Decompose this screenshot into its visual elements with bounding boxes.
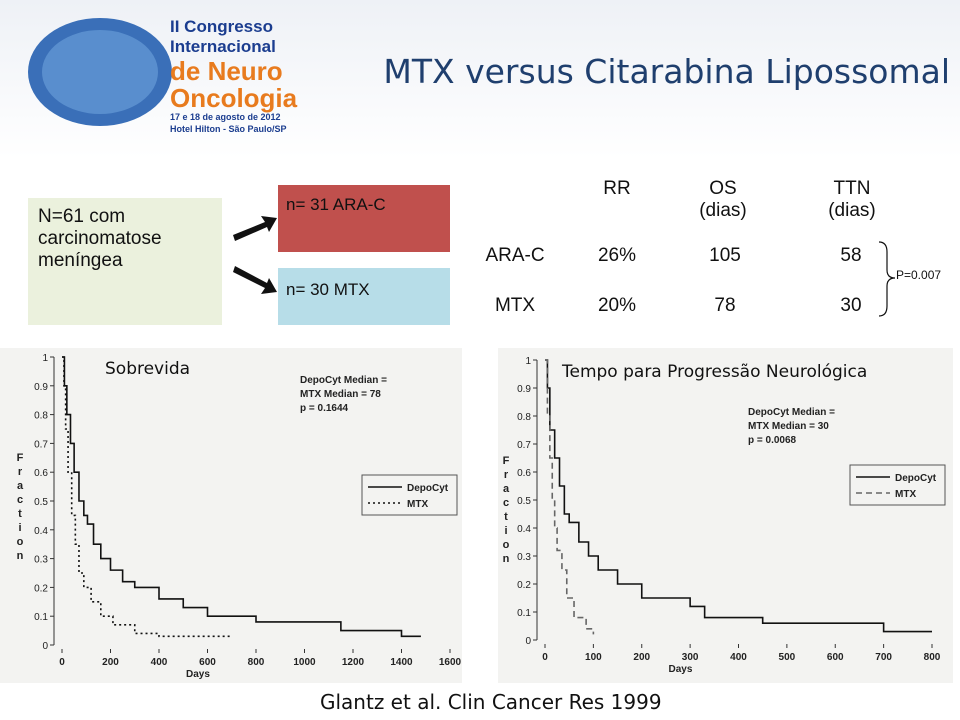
x-tick-label: 1000: [293, 657, 316, 668]
table-cell: ARA-C: [485, 245, 545, 266]
y-tick-label: 0.4: [34, 526, 48, 537]
slide-title: MTX versus Citarabina Lipossomal: [383, 52, 950, 91]
survival-curve: [62, 356, 421, 638]
x-tick-label: 0: [59, 657, 65, 668]
y-tick-label: 0.9: [517, 384, 531, 395]
y-tick-label: 0.4: [517, 524, 531, 535]
x-axis-label: Days: [186, 669, 210, 680]
logo-brain-inner: [42, 30, 158, 114]
table-cell: MTX: [494, 295, 536, 316]
logo-place: Hotel Hilton - São Paulo/SP: [170, 124, 287, 134]
x-tick-label: 100: [585, 652, 602, 663]
citation: Glantz et al. Clin Cancer Res 1999: [320, 690, 662, 714]
y-tick-label: 0.5: [517, 496, 531, 507]
x-tick-label: 300: [682, 652, 699, 663]
chart-title: Tempo para Progressão Neurológica: [561, 362, 867, 382]
survival-curve: [545, 359, 932, 633]
x-tick-label: 700: [875, 652, 892, 663]
y-tick-label: 0.1: [517, 608, 531, 619]
y-tick-label: 0.5: [34, 497, 48, 508]
y-tick-label: 0.7: [34, 439, 48, 450]
y-tick-label: 0.6: [34, 468, 48, 479]
y-tick-label: 1: [525, 356, 531, 367]
table-cell: 30: [840, 295, 862, 316]
arm-box: n= 30 MTX: [278, 268, 450, 325]
annotation: MTX Median = 78: [300, 389, 381, 400]
x-tick-label: 1400: [390, 657, 413, 668]
y-tick-label: 0.8: [517, 412, 531, 423]
x-tick-label: 200: [102, 657, 119, 668]
table-header: RR: [603, 178, 631, 199]
brace-path: [878, 241, 896, 317]
survival-curve: [62, 356, 232, 638]
x-tick-label: 400: [730, 652, 747, 663]
p-value: P=0.007: [896, 268, 942, 282]
legend-label: DepoCyt: [407, 483, 449, 494]
legend-box: [849, 464, 946, 506]
y-tick-label: 0.9: [34, 382, 48, 393]
x-tick-label: 800: [248, 657, 265, 668]
brace: [878, 241, 896, 317]
y-axis-label: Fraction: [500, 455, 512, 567]
y-tick-label: 0.3: [517, 552, 531, 563]
y-tick-label: 1: [42, 353, 48, 364]
table-cell: 58: [840, 245, 862, 266]
arrow: [233, 266, 277, 294]
y-tick-label: 0.3: [34, 555, 48, 566]
y-tick-label: 0: [42, 641, 48, 652]
arrows: [233, 216, 277, 294]
y-tick-label: 0: [525, 636, 531, 647]
y-tick-label: 0.2: [517, 580, 531, 591]
chart: 0 0.1 0.2 0.3 0.4 0.5 0.6 0.7 0.8 0.9 1 0 100 200 300 4…: [498, 348, 953, 683]
x-tick-label: 500: [779, 652, 796, 663]
survival-curve: [545, 359, 595, 635]
x-tick-label: 600: [199, 657, 216, 668]
x-tick-label: 200: [633, 652, 650, 663]
legend-label: MTX: [407, 499, 428, 510]
logo-text: Internacional: [170, 37, 276, 56]
x-tick-label: 400: [151, 657, 168, 668]
logo-text: II Congresso: [170, 17, 273, 36]
x-tick-label: 0: [542, 652, 548, 663]
x-tick-label: 1600: [439, 657, 462, 668]
logo: II Congresso Internacional de Neuro Onco…: [28, 17, 298, 134]
legend-label: DepoCyt: [895, 473, 937, 484]
x-axis-label: Days: [669, 664, 693, 675]
table-cell: 105: [709, 245, 741, 266]
table-cell: 78: [714, 295, 736, 316]
annotation: DepoCyt Median =: [748, 407, 835, 418]
x-tick-label: 800: [924, 652, 941, 663]
x-tick-label: 600: [827, 652, 844, 663]
logo-text: de Neuro: [170, 56, 283, 86]
chart-title: Sobrevida: [105, 359, 190, 379]
y-tick-label: 0.6: [517, 468, 531, 479]
annotation: MTX Median = 30: [748, 421, 829, 432]
x-tick-label: 1200: [342, 657, 365, 668]
arm-box: n= 31 ARA-C: [278, 185, 450, 252]
logo-text: Oncologia: [170, 83, 298, 113]
logo-date: 17 e 18 de agosto de 2012: [170, 112, 281, 122]
y-tick-label: 0.2: [34, 583, 48, 594]
chart: 0 0.1 0.2 0.3 0.4 0.5 0.6 0.7 0.8 0.9 1 0 200 400 600 8…: [0, 348, 462, 683]
legend-label: MTX: [895, 489, 916, 500]
y-tick-label: 0.1: [34, 612, 48, 623]
table-cell: 20%: [597, 295, 637, 316]
y-tick-label: 0.7: [517, 440, 531, 451]
y-tick-label: 0.8: [34, 411, 48, 422]
arrow: [233, 216, 277, 241]
annotation: DepoCyt Median =: [300, 375, 387, 386]
table-header: OS (dias): [699, 178, 747, 221]
annotation: p = 0.0068: [748, 435, 797, 446]
table-header: TTN (dias): [828, 178, 876, 221]
y-axis-label: Fraction: [14, 452, 26, 564]
table-cell: 26%: [597, 245, 637, 266]
annotation: p = 0.1644: [300, 403, 349, 414]
population-box: N=61 com carcinomatose meníngea: [28, 198, 222, 325]
legend-box: [361, 474, 458, 516]
